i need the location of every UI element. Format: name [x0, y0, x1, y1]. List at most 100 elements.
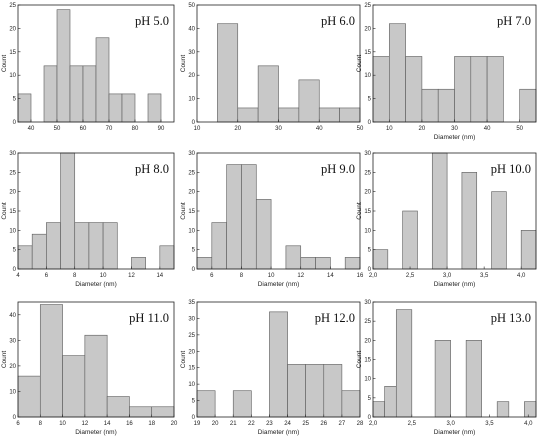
histogram-bar — [318, 107, 340, 123]
x-tick-label: 8 — [240, 273, 244, 279]
panel-title: pH 8.0 — [135, 162, 169, 176]
y-tick-label: 0 — [368, 120, 372, 126]
x-tick-label: 20 — [212, 421, 219, 427]
x-tick-label: 90 — [158, 126, 165, 132]
histogram-bar — [151, 406, 175, 418]
x-tick-label: 6 — [210, 273, 214, 279]
histogram-bar — [17, 245, 33, 270]
x-tick-label: 6 — [16, 421, 20, 427]
histogram-bar — [241, 164, 257, 270]
y-tick-label: 20 — [188, 349, 195, 355]
panel-title: pH 13.0 — [491, 311, 531, 325]
histogram-bar — [17, 93, 32, 123]
histogram-bar — [524, 401, 537, 418]
panel-title: pH 12.0 — [315, 311, 355, 325]
histogram-bar — [402, 210, 418, 270]
x-tick-label: 50 — [54, 126, 61, 132]
x-tick-label: 14 — [104, 421, 111, 427]
y-tick-label: 15 — [364, 358, 371, 364]
y-tick-label: 40 — [9, 313, 16, 319]
histogram-bar — [520, 230, 537, 270]
y-tick-label: 20 — [364, 26, 371, 32]
y-tick-label: 40 — [188, 26, 195, 32]
y-tick-label: 25 — [9, 3, 16, 9]
histogram-bar — [159, 245, 175, 270]
histogram-bar — [269, 311, 288, 418]
y-tick-label: 20 — [188, 190, 195, 196]
x-tick-label: 12 — [297, 273, 304, 279]
histogram-bar — [491, 191, 507, 270]
y-tick-label: 0 — [368, 267, 372, 273]
y-tick-label: 20 — [364, 338, 371, 344]
x-tick-label: 8 — [73, 273, 77, 279]
histogram-bar — [232, 390, 252, 418]
y-tick-label: 5 — [13, 97, 17, 103]
histogram-bar — [69, 65, 84, 123]
x-tick-label: 14 — [156, 273, 163, 279]
x-tick-label: 8 — [39, 421, 43, 427]
x-axis-label: Diameter (nm) — [434, 281, 476, 288]
y-tick-label: 30 — [188, 316, 195, 322]
plot-frame — [17, 4, 175, 123]
y-tick-label: 0 — [192, 120, 196, 126]
y-axis-label: Count — [180, 202, 187, 220]
histogram-bar — [108, 93, 123, 123]
panel-title: pH 11.0 — [129, 311, 169, 325]
histogram-bar — [395, 309, 413, 418]
histogram-panel-5: 0 5 10 15 20 25 30 6 8 10 12 14 16 Count Diameter (nm)… — [180, 151, 364, 288]
y-tick-label: 10 — [188, 97, 195, 103]
x-tick-label: 20 — [171, 421, 178, 427]
histogram-panel-9: 0 5 10 15 20 25 30 2,0 2,5 3,0 3,5 4,0 Count Diameter… — [356, 300, 537, 436]
histogram-bar — [323, 364, 343, 418]
histogram-bar — [496, 401, 510, 418]
histogram-bar — [339, 107, 361, 123]
histogram-bar — [237, 107, 259, 123]
histogram-bar — [17, 375, 41, 418]
y-tick-label: 10 — [188, 382, 195, 388]
x-axis-label: Diameter (nm) — [434, 134, 476, 141]
x-tick-label: 4,0 — [517, 273, 526, 279]
y-tick-label: 15 — [364, 209, 371, 215]
y-tick-label: 0 — [13, 415, 17, 421]
y-tick-label: 0 — [192, 415, 196, 421]
y-tick-label: 0 — [13, 120, 17, 126]
y-tick-label: 30 — [9, 338, 16, 344]
histogram-bar — [405, 56, 423, 123]
histogram-bar — [461, 172, 478, 270]
y-axis-label: Count — [356, 55, 363, 73]
y-tick-label: 5 — [192, 399, 196, 405]
x-tick-label: 12 — [128, 273, 135, 279]
y-tick-label: 0 — [368, 415, 372, 421]
x-tick-label: 18 — [148, 421, 155, 427]
y-tick-label: 10 — [188, 228, 195, 234]
histogram-bar — [106, 396, 130, 418]
y-axis-label: Count — [180, 351, 187, 369]
histogram-bar — [226, 164, 242, 270]
x-axis-label: Diameter (nm) — [434, 429, 476, 436]
histogram-bar — [95, 37, 110, 123]
histogram-bar — [315, 257, 331, 270]
histogram-bar — [388, 23, 406, 123]
y-tick-label: 5 — [368, 97, 372, 103]
panel-title: pH 9.0 — [321, 162, 355, 176]
histogram-bar — [434, 340, 451, 418]
y-tick-label: 5 — [368, 248, 372, 254]
x-tick-label: 30 — [451, 126, 458, 132]
x-tick-label: 3,5 — [480, 273, 489, 279]
y-tick-label: 50 — [188, 3, 195, 9]
histogram-bar — [102, 222, 118, 270]
y-tick-label: 15 — [9, 209, 16, 215]
histogram-bar — [74, 222, 90, 270]
x-tick-label: 10 — [59, 421, 66, 427]
histogram-bar — [384, 386, 397, 418]
x-tick-label: 10 — [194, 126, 201, 132]
histogram-bar — [421, 88, 439, 123]
plot-frame — [196, 301, 361, 418]
x-axis-label: Diameter (nm) — [258, 429, 300, 436]
x-tick-label: 50 — [357, 126, 364, 132]
x-tick-label: 4 — [16, 273, 20, 279]
y-tick-label: 15 — [364, 50, 371, 56]
y-tick-label: 20 — [188, 73, 195, 79]
